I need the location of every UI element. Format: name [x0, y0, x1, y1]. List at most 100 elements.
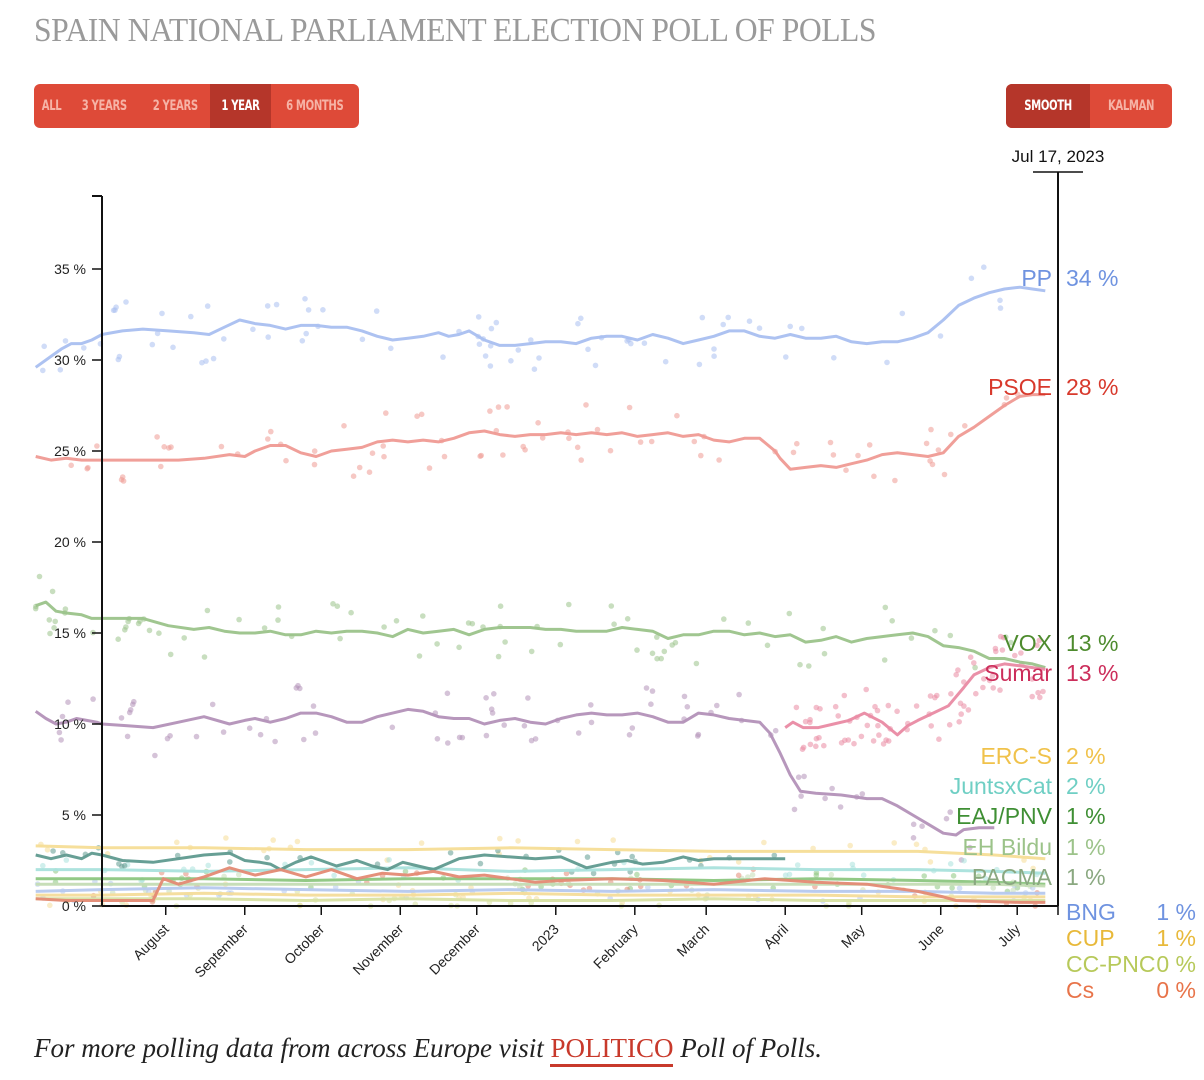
end-label-value-sumar: 13 % — [1066, 660, 1118, 686]
poll-dot-podemos — [209, 701, 216, 708]
poll-dot-vox — [497, 603, 504, 609]
end-label-name-cs: Cs — [1066, 977, 1094, 1003]
poll-dot-psoe — [356, 464, 363, 471]
poll-dot-sumar — [885, 738, 892, 744]
poll-dot-psoe — [929, 461, 936, 468]
poll-dot-psoe — [158, 463, 164, 470]
range-1-year-button[interactable]: 1 YEAR — [210, 84, 272, 128]
range-all-label: ALL — [41, 98, 62, 114]
poll-dot-sumar — [1036, 637, 1043, 644]
poll-dot-pp — [592, 362, 599, 369]
poll-dot-podemos — [919, 823, 925, 829]
poll-dot-psoe — [843, 467, 849, 474]
poll-dot-eaj-pnv — [921, 873, 927, 879]
mode-smooth-button[interactable]: SMOOTH — [1006, 84, 1091, 128]
date-cursor[interactable]: Jul 17, 2023 — [1012, 147, 1105, 906]
poll-dot-sumar — [1018, 650, 1024, 656]
poll-dot-psoe — [698, 452, 704, 459]
poll-dot-sumar — [913, 703, 920, 709]
poll-dot-vox — [889, 618, 895, 624]
poll-dot-podemos — [798, 793, 804, 799]
poll-dot-podemos — [310, 703, 317, 709]
poll-dot-psoe — [311, 448, 318, 454]
poll-dot-podemos — [434, 736, 441, 742]
poll-dot-bng — [645, 884, 651, 891]
poll-dot-sumar — [841, 692, 848, 699]
poll-dot-pacma — [590, 870, 597, 877]
poll-dot-eaj-pnv — [402, 868, 409, 875]
poll-dot-pp — [159, 310, 165, 317]
poll-dot-podemos — [588, 702, 594, 708]
poll-dot-erc-s — [294, 838, 301, 845]
poll-dot-vox — [337, 635, 343, 642]
range-all-button[interactable]: ALL — [34, 84, 69, 128]
trend-line-erc-s — [35, 844, 1046, 861]
x-tick-label: April — [760, 921, 791, 952]
poll-dot-pp — [188, 313, 194, 320]
poll-dot-sumar — [967, 654, 974, 660]
poll-dot-vox — [167, 651, 174, 658]
poll-dot-podemos — [483, 732, 490, 739]
poll-dot-psoe — [500, 452, 506, 458]
poll-dot-bng — [956, 885, 963, 891]
poll-dot-juntsxcat — [947, 861, 954, 867]
poll-dot-podemos — [257, 731, 264, 738]
poll-dot-vox — [381, 624, 387, 630]
mode-kalman-button[interactable]: KALMAN — [1090, 84, 1172, 128]
range-2-years-button[interactable]: 2 YEARS — [140, 84, 211, 128]
poll-dot-pp — [746, 318, 753, 325]
x-tick-label: February — [590, 921, 641, 972]
poll-dot-vox — [882, 604, 889, 611]
poll-dot-pp — [482, 353, 489, 359]
poll-chart[interactable]: 0 % 5 % 10 % 15 % 20 % 25 % 30 % 35 % August Sept… — [0, 0, 1204, 1018]
poll-dot-sumar — [864, 722, 871, 729]
end-label-name-pacma: PACMA — [972, 864, 1053, 890]
poll-dot-podemos — [272, 738, 278, 745]
poll-dot-pp — [711, 346, 717, 352]
poll-dot-psoe — [626, 404, 633, 411]
poll-dot-pp — [968, 275, 975, 282]
poll-dot-vox — [393, 618, 400, 624]
end-label-value-pp: 34 % — [1066, 265, 1118, 291]
poll-dot-pacma — [264, 854, 270, 861]
poll-dot-sumar — [955, 667, 961, 673]
poll-dot-sumar — [1012, 652, 1018, 659]
x-tick-label: November — [349, 921, 406, 978]
poll-dot-psoe — [380, 443, 387, 449]
poll-dot-vox — [654, 634, 660, 640]
trend-line-psoe — [35, 393, 1046, 471]
poll-dot-sumar — [1040, 688, 1046, 695]
poll-dot-vox — [456, 644, 462, 651]
poll-dot-erc-s — [1030, 865, 1036, 872]
poll-dot-pp — [110, 307, 117, 314]
poll-dot-vox — [821, 650, 828, 657]
politico-link[interactable]: POLITICO — [550, 1033, 674, 1067]
poll-dot-pacma — [50, 848, 56, 854]
poll-dot-sumar — [880, 741, 887, 747]
poll-dot-eaj-pnv — [813, 869, 820, 876]
poll-dot-sumar — [1035, 689, 1041, 696]
poll-dot-psoe — [283, 457, 289, 464]
poll-dot-vox — [348, 609, 354, 616]
range-6-months-button[interactable]: 6 MONTHS — [271, 84, 359, 128]
poll-dot-psoe — [830, 452, 837, 458]
range-3-years-button[interactable]: 3 YEARS — [69, 84, 140, 128]
poll-dot-vox — [36, 573, 43, 580]
poll-dot-pacma — [477, 860, 484, 867]
poll-dot-sumar — [961, 703, 967, 709]
poll-dot-sumar — [936, 736, 942, 742]
x-tick-label: August — [130, 921, 172, 963]
poll-dot-vox — [330, 601, 336, 607]
end-label-name-bng: BNG — [1066, 899, 1116, 925]
poll-dot-erc-s — [515, 838, 521, 844]
poll-dot-vox — [932, 627, 938, 634]
poll-dot-psoe — [948, 431, 954, 438]
poll-dot-vox — [201, 654, 208, 660]
poll-dot-psoe — [350, 473, 357, 480]
poll-dot-sumar — [885, 702, 892, 709]
poll-dot-psoe — [341, 423, 347, 429]
poll-dot-sumar — [990, 685, 996, 691]
trend-line-sumar — [784, 662, 1046, 737]
poll-dot-vox — [47, 630, 53, 637]
poll-dot-podemos — [910, 821, 917, 828]
